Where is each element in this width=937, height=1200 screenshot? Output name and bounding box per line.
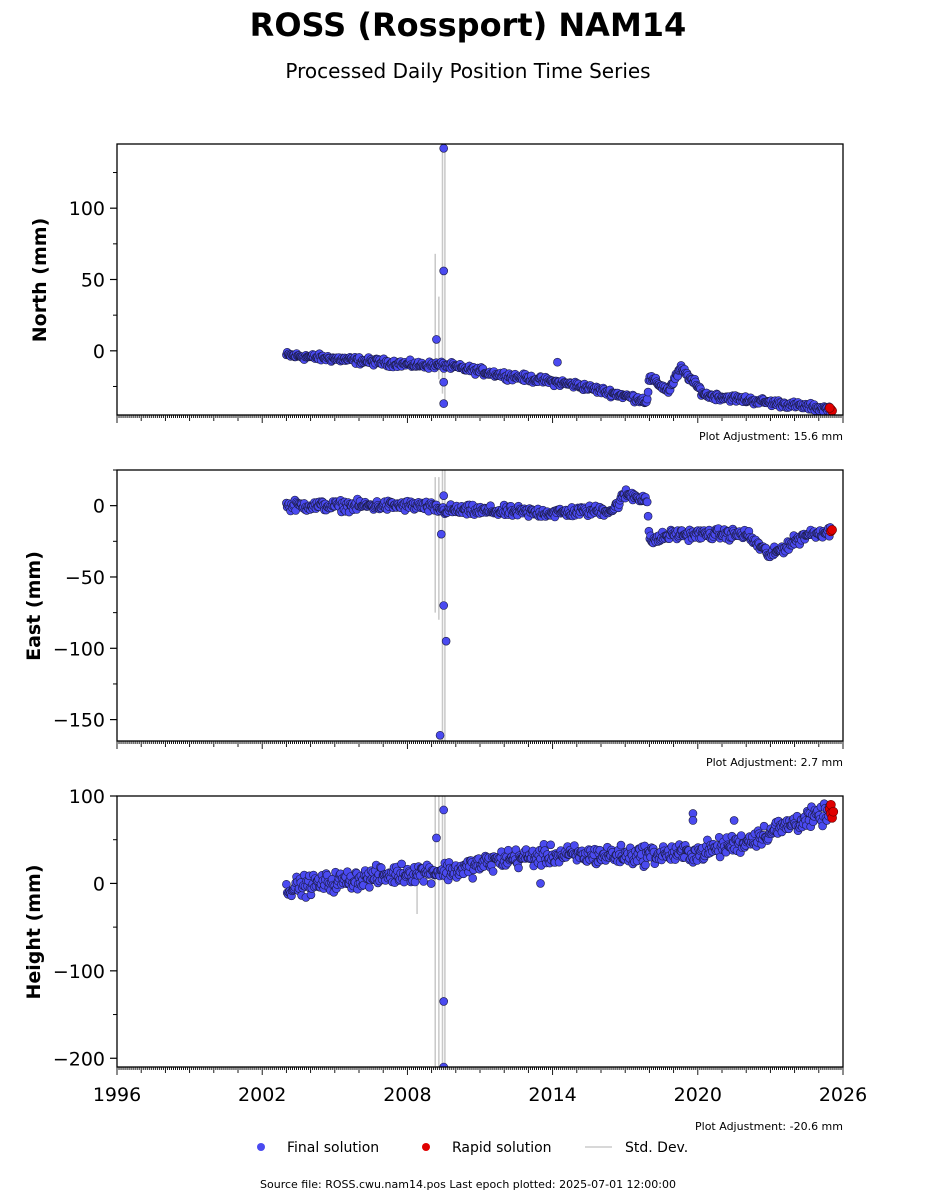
y-ticks: 0 50 100 <box>69 172 117 387</box>
x-tick-label: 2002 <box>238 1084 286 1106</box>
x-tick-label: 2008 <box>383 1084 431 1106</box>
plot-area <box>282 470 837 741</box>
rapid-solution-points <box>824 403 837 415</box>
rapid-point <box>827 525 837 535</box>
legend-rapid-label: Rapid solution <box>452 1140 552 1156</box>
x-tick-label: 1996 <box>93 1084 141 1106</box>
outlier-point <box>432 833 441 843</box>
figure-title: ROSS (Rossport) NAM14 <box>250 6 687 44</box>
outlier-point <box>439 266 449 276</box>
y-tick-label: −100 <box>53 961 105 983</box>
stddev-lines <box>416 796 446 1067</box>
height-axis-label: Height (mm) <box>23 864 45 999</box>
east-plot-adjustment: Plot Adjustment: 2.7 mm <box>706 756 843 769</box>
final-solution-points <box>282 799 835 1067</box>
outlier-point <box>729 816 739 825</box>
final-point <box>643 387 653 397</box>
outlier-point <box>439 377 449 387</box>
outlier-point <box>439 144 448 153</box>
outlier-point <box>439 601 449 610</box>
east-axis-label: East (mm) <box>23 551 45 661</box>
final-point <box>397 859 406 869</box>
final-point <box>426 879 436 888</box>
north-panel: North (mm) Plot Adjustment: 15.6 mm 0 50 1… <box>29 143 844 443</box>
final-solution-points <box>282 485 835 740</box>
plot-area <box>282 144 837 415</box>
y-ticks: −200 −100 0 100 <box>53 786 117 1070</box>
x-ticks <box>116 415 844 423</box>
height-panel: Height (mm) Plot Adjustment: -20.6 mm −2… <box>23 786 867 1133</box>
x-tick-label: 2014 <box>528 1084 576 1106</box>
final-point <box>488 867 498 876</box>
outlier-point <box>439 399 449 408</box>
rapid-solution-points <box>824 799 839 823</box>
final-point <box>468 873 478 883</box>
height-plot-adjustment: Plot Adjustment: -20.6 mm <box>695 1120 843 1133</box>
y-ticks: −150 −100 −50 0 <box>53 469 117 732</box>
final-point <box>643 511 653 521</box>
final-point <box>365 882 374 892</box>
rapid-point <box>828 806 839 817</box>
x-ticks: 1996 2002 2008 2014 2020 2026 <box>93 1067 867 1106</box>
outlier-point <box>439 805 449 815</box>
final-point <box>616 840 626 850</box>
outlier-point <box>536 879 545 888</box>
x-tick-label: 2026 <box>819 1084 867 1106</box>
x-ticks <box>116 741 844 749</box>
y-tick-label: −150 <box>53 710 105 732</box>
y-tick-label: 100 <box>69 198 105 220</box>
final-point <box>570 841 579 850</box>
legend-stddev-label: Std. Dev. <box>625 1140 688 1156</box>
east-panel: East (mm) Plot Adjustment: 2.7 mm −150−1… <box>23 469 844 769</box>
y-tick-label: −50 <box>65 567 105 589</box>
final-point <box>641 860 650 870</box>
outlier-point <box>553 357 562 367</box>
y-tick-label: 50 <box>81 270 105 292</box>
outlier-point <box>436 529 446 539</box>
final-point <box>419 877 428 886</box>
legend: Final solution Rapid solution Std. Dev. <box>257 1140 688 1156</box>
final-point <box>514 863 523 873</box>
y-tick-label: 0 <box>93 873 105 895</box>
y-tick-label: −200 <box>53 1048 105 1070</box>
outlier-point <box>435 730 445 740</box>
outlier-point <box>439 491 449 500</box>
north-axis-label: North (mm) <box>29 218 51 343</box>
y-tick-label: 0 <box>93 341 105 363</box>
figure-subtitle: Processed Daily Position Time Series <box>285 59 650 83</box>
final-point <box>642 497 652 507</box>
rapid-point <box>824 403 835 413</box>
legend-rapid-marker <box>422 1143 430 1151</box>
y-tick-label: 100 <box>69 786 105 808</box>
north-plot-adjustment: Plot Adjustment: 15.6 mm <box>699 430 843 443</box>
outlier-point <box>439 1062 448 1067</box>
y-tick-label: −100 <box>53 638 105 660</box>
final-point <box>546 840 556 850</box>
legend-final-label: Final solution <box>287 1140 379 1156</box>
x-tick-label: 2020 <box>674 1084 722 1106</box>
source-footer: Source file: ROSS.cwu.nam14.pos Last epo… <box>260 1178 676 1191</box>
rapid-solution-points <box>826 525 837 537</box>
outlier-point <box>441 636 451 646</box>
plot-area <box>282 796 839 1067</box>
legend-final-marker <box>257 1143 265 1151</box>
outlier-point <box>432 335 441 344</box>
y-tick-label: 0 <box>93 496 105 518</box>
outlier-point <box>688 816 698 825</box>
outlier-point <box>439 997 449 1006</box>
final-solution-points <box>282 144 835 415</box>
